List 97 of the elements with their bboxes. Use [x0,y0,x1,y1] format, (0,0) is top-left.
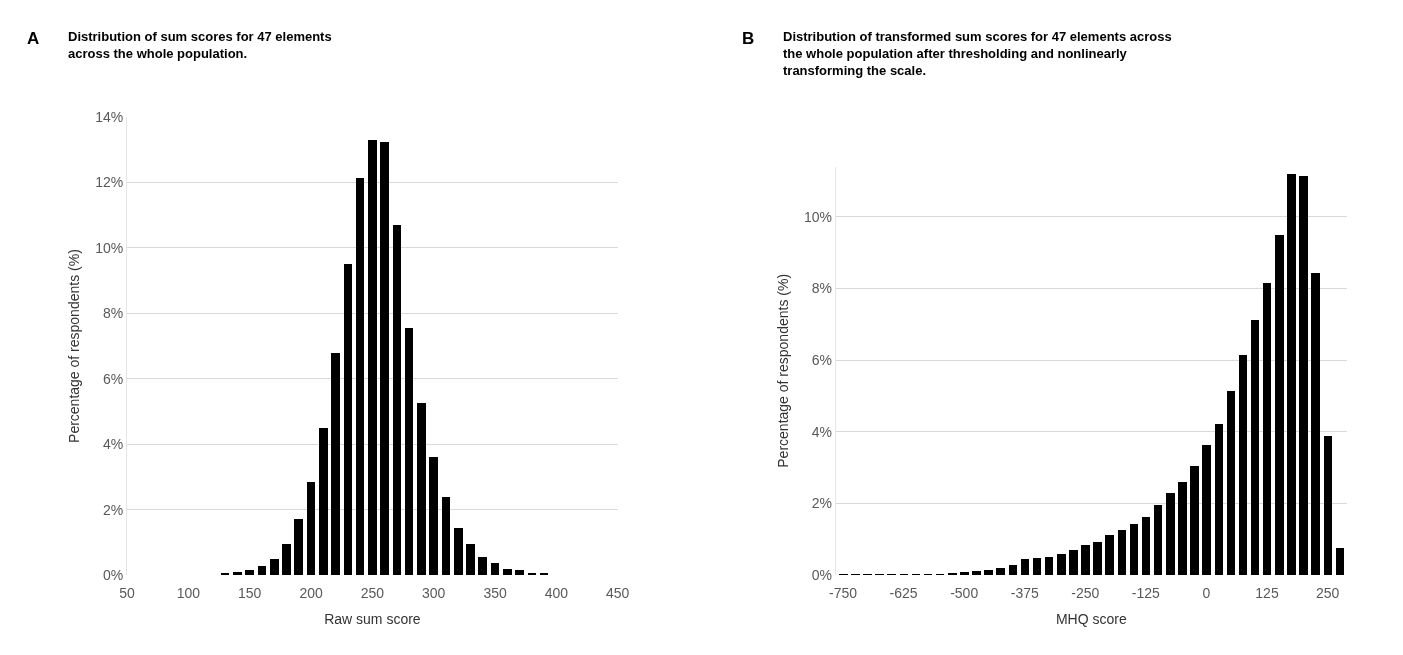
bar [540,573,549,576]
bar [1177,481,1187,576]
y-tick-label: 4% [103,436,124,453]
bar [1274,234,1284,576]
x-tick-label: 0 [1202,585,1211,602]
x-axis-title: Raw sum score [324,611,421,628]
bar [331,353,341,576]
bar [454,528,464,576]
x-axis-title: MHQ score [1055,611,1127,628]
bar [429,457,439,576]
bar [983,569,993,576]
bar [270,559,280,576]
bar [1250,319,1259,576]
bar [368,140,378,576]
bar [1008,564,1017,576]
x-tick-label: -125 [1131,585,1161,602]
bar [1310,272,1320,576]
x-tick-label: 50 [119,585,136,602]
x-tick-label: -375 [1010,585,1039,602]
x-tick-label: -500 [950,585,979,602]
x-tick-label: -625 [889,585,918,602]
text: B [742,29,755,48]
bar [442,497,451,576]
bar [466,544,476,576]
y-tick-label: 8% [811,280,832,297]
x-tick-label: 250 [360,585,385,602]
bar [307,482,316,576]
y-tick-label: 4% [811,423,832,440]
chart-title: Distribution of transformed sum scores for 47 elements across the whole population after thresholding and nonlinearly transforming the scale. [783,29,1172,78]
bar [1298,175,1308,576]
bar [478,557,488,576]
bar [1335,547,1344,576]
bar [1141,516,1150,576]
bar [1153,504,1162,576]
bar [221,573,230,576]
bar [528,573,537,576]
bar [491,563,500,576]
bar [503,569,513,576]
x-tick-label: 150 [238,585,262,602]
x-tick-label: 350 [483,585,507,602]
x-tick-label: 125 [1255,585,1279,602]
y-tick-label: 6% [103,370,124,387]
bar [380,142,390,576]
y-tick-label: 8% [103,305,124,322]
x-tick-label: -250 [1071,585,1100,602]
bar [245,570,255,576]
bar [356,178,365,576]
bar [294,519,304,576]
bar [1032,557,1041,576]
bar [1238,354,1247,576]
bar [405,328,414,576]
bar [393,225,402,576]
bar [1214,423,1223,576]
bar [1020,558,1029,576]
y-tick-label: 10% [803,208,832,225]
y-tick-label: 12% [95,174,124,191]
y-tick-label: 14% [95,108,124,125]
y-axis-title: Percentage of respondents (%) [65,249,82,443]
bar [344,264,353,576]
bar [1189,465,1199,576]
x-tick-label: -750 [829,585,858,602]
bar [1165,492,1175,576]
bar [319,428,329,576]
bar [1117,529,1126,576]
bar [1129,523,1138,576]
text: A [27,29,40,48]
chart-title: Distribution of sum scores for 47 elements across the whole population. [68,29,332,61]
bar [1092,541,1102,576]
bar [1056,553,1066,576]
bar [1323,435,1332,576]
x-tick-label: 100 [176,585,201,602]
bar [995,567,1005,576]
bar [1286,173,1296,576]
bar [1226,390,1235,576]
bar [1080,544,1090,576]
bar [233,572,243,576]
y-tick-label: 2% [811,495,832,512]
bar [417,403,427,576]
x-tick-label: 450 [606,585,630,602]
y-tick-label: 6% [811,351,832,368]
bar [1104,534,1114,576]
bar [1068,549,1078,576]
x-tick-label: 200 [299,585,323,602]
bar [258,566,267,576]
x-tick-label: 250 [1315,585,1340,602]
y-tick-label: 10% [95,239,124,256]
bar [515,570,525,576]
y-tick-label: 2% [103,501,124,518]
bar [282,544,292,576]
bar [1262,282,1271,576]
x-tick-label: 300 [422,585,446,602]
bar [1201,444,1211,576]
x-tick-label: 400 [544,585,569,602]
y-tick-label: 0% [103,567,124,583]
bar [1044,556,1053,576]
y-tick-label: 0% [811,567,832,583]
y-axis-title: Percentage of respondents (%) [774,273,791,468]
